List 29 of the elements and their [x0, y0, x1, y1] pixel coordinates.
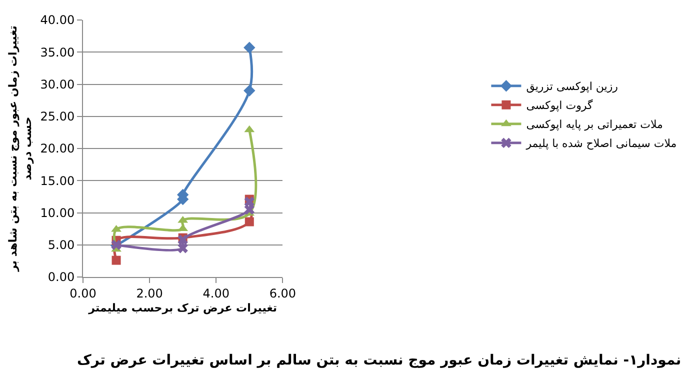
point [244, 42, 256, 54]
y-tick-label: 0.00 [48, 270, 75, 284]
y-axis-title: تغییرات زمان عبور موج نسبت به بتن شاهد بر حسب درصد [6, 26, 34, 272]
y-tick-label: 25.00 [40, 110, 75, 124]
legend-label: رزین اپوکسی تزریق [526, 80, 618, 94]
y-tick-label: 40.00 [40, 13, 75, 28]
text: نمودار۱- نمایش تغییرات زمان عبور موج نسبت به بتن سالم بر اساس تغییرات عرض ترک [77, 352, 682, 369]
y-tick-label: 5.00 [48, 238, 75, 252]
point [244, 84, 256, 97]
x-tick-label: 4.00 [202, 286, 230, 300]
x-axis-title: تغییرات عرض ترک برحسب میلیمتر [88, 302, 278, 315]
point [111, 224, 122, 232]
point [244, 196, 254, 207]
x-tick-label: 0.00 [70, 286, 96, 300]
point [244, 217, 254, 226]
legend-label: ملات تعمیراتی بر پایه اپوکسی [526, 118, 664, 132]
y-tick-label: 15.00 [40, 174, 75, 188]
y-tick-label: 30.00 [40, 77, 75, 92]
x-tick-label: 2.00 [136, 286, 163, 300]
point [178, 234, 188, 245]
legend-label: گروت اپوکسی [526, 99, 594, 112]
x-tick-label: 6.00 [269, 286, 296, 300]
point [244, 204, 254, 215]
y-tick-label: 35.00 [40, 45, 75, 60]
legend-label: ملات سیمانی اصلاح شده با پلیمر [525, 137, 677, 150]
y-tick-label: 10.00 [40, 206, 75, 220]
y-tick-label: 20.00 [40, 142, 75, 156]
point [112, 256, 121, 265]
point [178, 242, 188, 254]
